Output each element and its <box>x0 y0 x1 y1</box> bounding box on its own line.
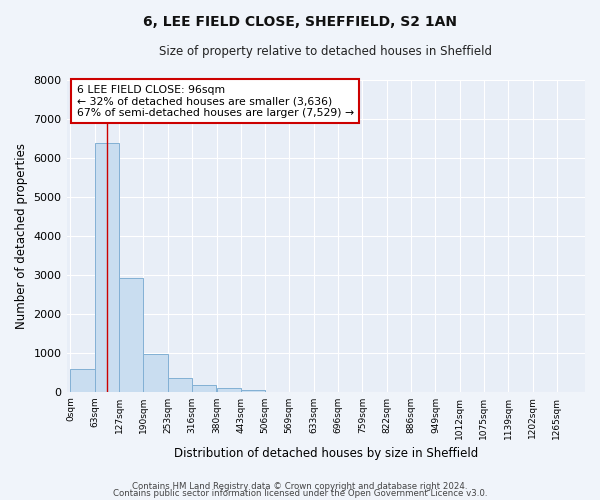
Bar <box>217 388 241 392</box>
Text: 6, LEE FIELD CLOSE, SHEFFIELD, S2 1AN: 6, LEE FIELD CLOSE, SHEFFIELD, S2 1AN <box>143 15 457 29</box>
X-axis label: Distribution of detached houses by size in Sheffield: Distribution of detached houses by size … <box>173 447 478 460</box>
Bar <box>119 278 143 392</box>
Bar <box>95 143 119 392</box>
Bar <box>143 354 167 392</box>
Y-axis label: Number of detached properties: Number of detached properties <box>15 143 28 329</box>
Title: Size of property relative to detached houses in Sheffield: Size of property relative to detached ho… <box>159 45 492 58</box>
Bar <box>241 390 265 392</box>
Bar <box>167 378 192 392</box>
Text: 6 LEE FIELD CLOSE: 96sqm
← 32% of detached houses are smaller (3,636)
67% of sem: 6 LEE FIELD CLOSE: 96sqm ← 32% of detach… <box>77 84 354 118</box>
Text: Contains public sector information licensed under the Open Government Licence v3: Contains public sector information licen… <box>113 490 487 498</box>
Text: Contains HM Land Registry data © Crown copyright and database right 2024.: Contains HM Land Registry data © Crown c… <box>132 482 468 491</box>
Bar <box>192 386 216 392</box>
Bar <box>70 370 95 392</box>
